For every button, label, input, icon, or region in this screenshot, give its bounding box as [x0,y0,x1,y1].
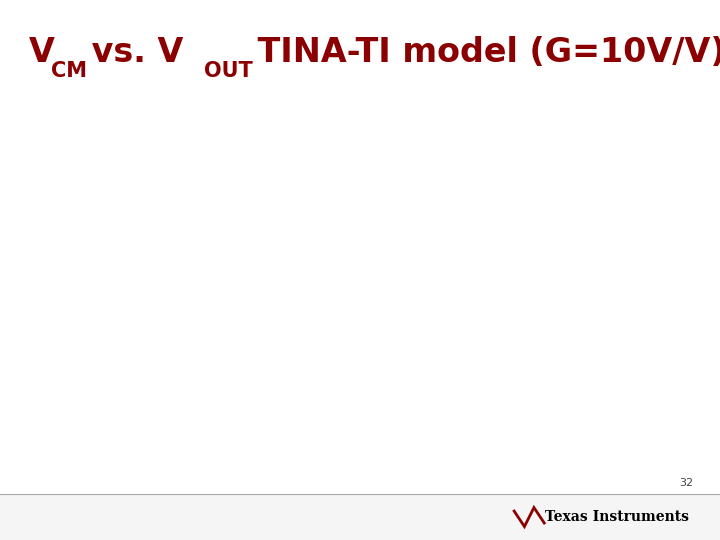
Text: CM: CM [51,61,87,81]
Text: TINA-TI model (G=10V/V): TINA-TI model (G=10V/V) [246,36,720,69]
Text: 32: 32 [679,477,693,488]
Bar [0,494,720,540]
Text: vs. V: vs. V [80,36,183,69]
Text: V: V [29,36,55,69]
Text: OUT: OUT [204,61,253,81]
Text: Texas Instruments: Texas Instruments [545,510,689,524]
